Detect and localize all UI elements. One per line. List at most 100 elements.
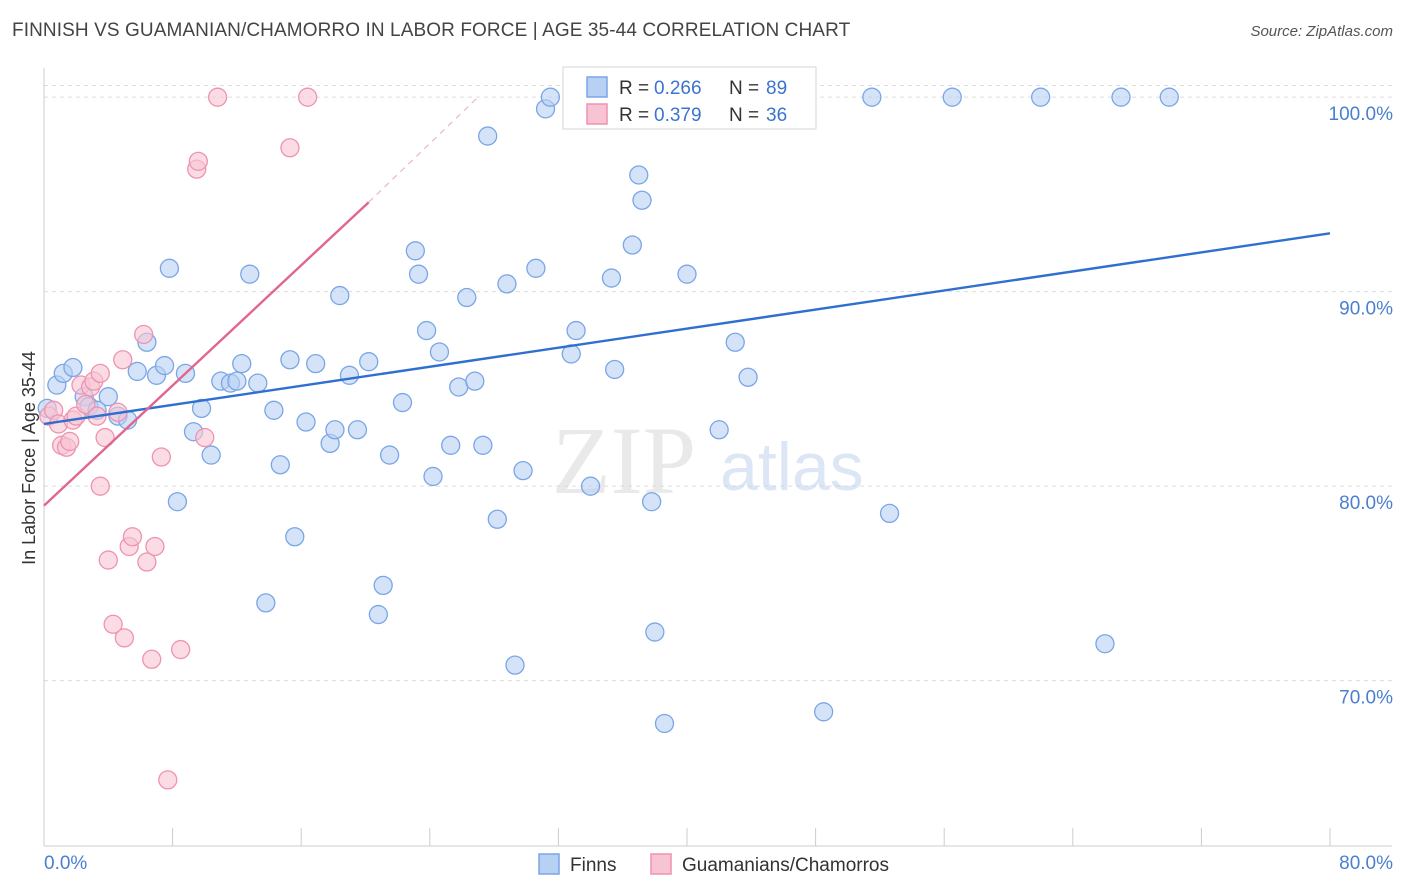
finns-point (227, 371, 247, 391)
guam-point (151, 447, 171, 467)
guam-point (280, 138, 300, 158)
guam-point (158, 770, 178, 790)
finns-point (457, 287, 477, 308)
watermark: ZIP atlas (552, 407, 864, 514)
y-tick-label: 80.0% (1339, 493, 1393, 514)
guam-point (195, 427, 215, 448)
finns-point (429, 342, 450, 362)
finns-point (862, 87, 882, 107)
finns-point (879, 503, 900, 524)
finns-point (359, 352, 379, 372)
finns-point (98, 387, 118, 407)
finns-point (645, 622, 665, 642)
guam-point (170, 639, 191, 660)
watermark-zip: ZIP (552, 407, 696, 514)
finns-point (248, 373, 268, 393)
finns-point (738, 367, 758, 387)
bottom-legend-swatch-finns (538, 853, 560, 875)
finns-point (339, 365, 360, 385)
finns-point (127, 361, 147, 382)
y-axis-label: In Labor Force | Age 35-44 (19, 351, 39, 565)
finns-point (330, 285, 350, 306)
guam-point (137, 552, 157, 572)
finns-point (497, 274, 517, 294)
trend-lines (43, 96, 1331, 507)
finns-point (629, 165, 649, 185)
legend-r-label-1: R = (619, 78, 649, 99)
finns-point (240, 264, 260, 284)
guam-point (98, 550, 118, 570)
bottom-legend-guam: Guamanians/Chamorros (682, 855, 889, 876)
guam-point (114, 628, 135, 648)
finns-point (654, 713, 675, 734)
watermark-atlas: atlas (720, 429, 864, 505)
guam-point (145, 536, 165, 557)
finns-point (256, 593, 276, 613)
finns-point (347, 420, 368, 440)
guam-point (188, 151, 208, 172)
finns-point (264, 400, 284, 420)
finns-point (465, 371, 485, 391)
finns-point (296, 412, 316, 432)
legend-n-value-1: 89 (766, 78, 787, 99)
finns-point (632, 190, 652, 210)
finns-point (280, 350, 300, 370)
axes: 70.0% 80.0% 90.0% 100.0% 0.0% 80.0% (43, 68, 1394, 874)
finns-point (1095, 634, 1115, 654)
finns-point (725, 332, 745, 352)
finns-point (677, 264, 697, 284)
finns-point (641, 492, 662, 512)
guam-point (90, 363, 110, 384)
legend-r-label-2: R = (619, 105, 649, 126)
legend-n-label-1: N = (729, 78, 759, 99)
finns-point (416, 320, 437, 341)
bottom-legend: Finns Guamanians/Chamorros (538, 853, 889, 876)
finns-point (270, 455, 290, 475)
legend-n-label-2: N = (729, 105, 759, 126)
finns-point (505, 655, 525, 675)
finns-point (379, 445, 400, 465)
legend-n-value-2: 36 (766, 105, 787, 126)
legend-r-value-1: 0.266 (654, 78, 702, 99)
finns-point (373, 575, 393, 596)
finns-point (580, 476, 601, 496)
finns-point (154, 355, 175, 376)
finns-point (201, 445, 221, 465)
finns-point (449, 377, 469, 397)
guam-point (142, 649, 162, 669)
finns-point (605, 359, 625, 380)
finns-point (392, 392, 413, 413)
finns-point (540, 87, 561, 107)
finns-point (487, 509, 507, 529)
guam-point (297, 87, 318, 107)
guam-point (113, 350, 133, 370)
guam-point (207, 87, 228, 107)
finns-point (1031, 87, 1051, 107)
finns-point (622, 235, 642, 255)
y-tick-label: 100.0% (1329, 104, 1394, 125)
guam-point (60, 431, 80, 452)
bottom-legend-finns: Finns (570, 855, 616, 876)
finns-point (423, 466, 443, 487)
legend-swatch-finns (586, 76, 608, 98)
guam-point (76, 394, 96, 415)
finns-point (63, 357, 83, 378)
legend-r-value-2: 0.379 (654, 105, 702, 126)
y-tick-label: 90.0% (1339, 299, 1393, 320)
finns-point (232, 353, 252, 374)
y-tick-label: 70.0% (1339, 688, 1393, 709)
finns-point (368, 604, 389, 625)
legend-swatch-guam (586, 103, 608, 125)
legend-box: R = 0.266 N = 89 R = 0.379 N = 36 (562, 66, 817, 130)
finns-point (601, 268, 622, 288)
finns-point (441, 435, 461, 455)
finns-point (478, 126, 498, 146)
chart-title: FINNISH VS GUAMANIAN/CHAMORRO IN LABOR F… (12, 20, 851, 41)
finns-point (473, 435, 493, 455)
source-label: Source: ZipAtlas.com (1250, 23, 1393, 40)
finns-point (285, 527, 305, 547)
finns-point (942, 87, 962, 107)
finns-trend-line (43, 232, 1331, 426)
bottom-legend-swatch-guam (650, 853, 672, 875)
